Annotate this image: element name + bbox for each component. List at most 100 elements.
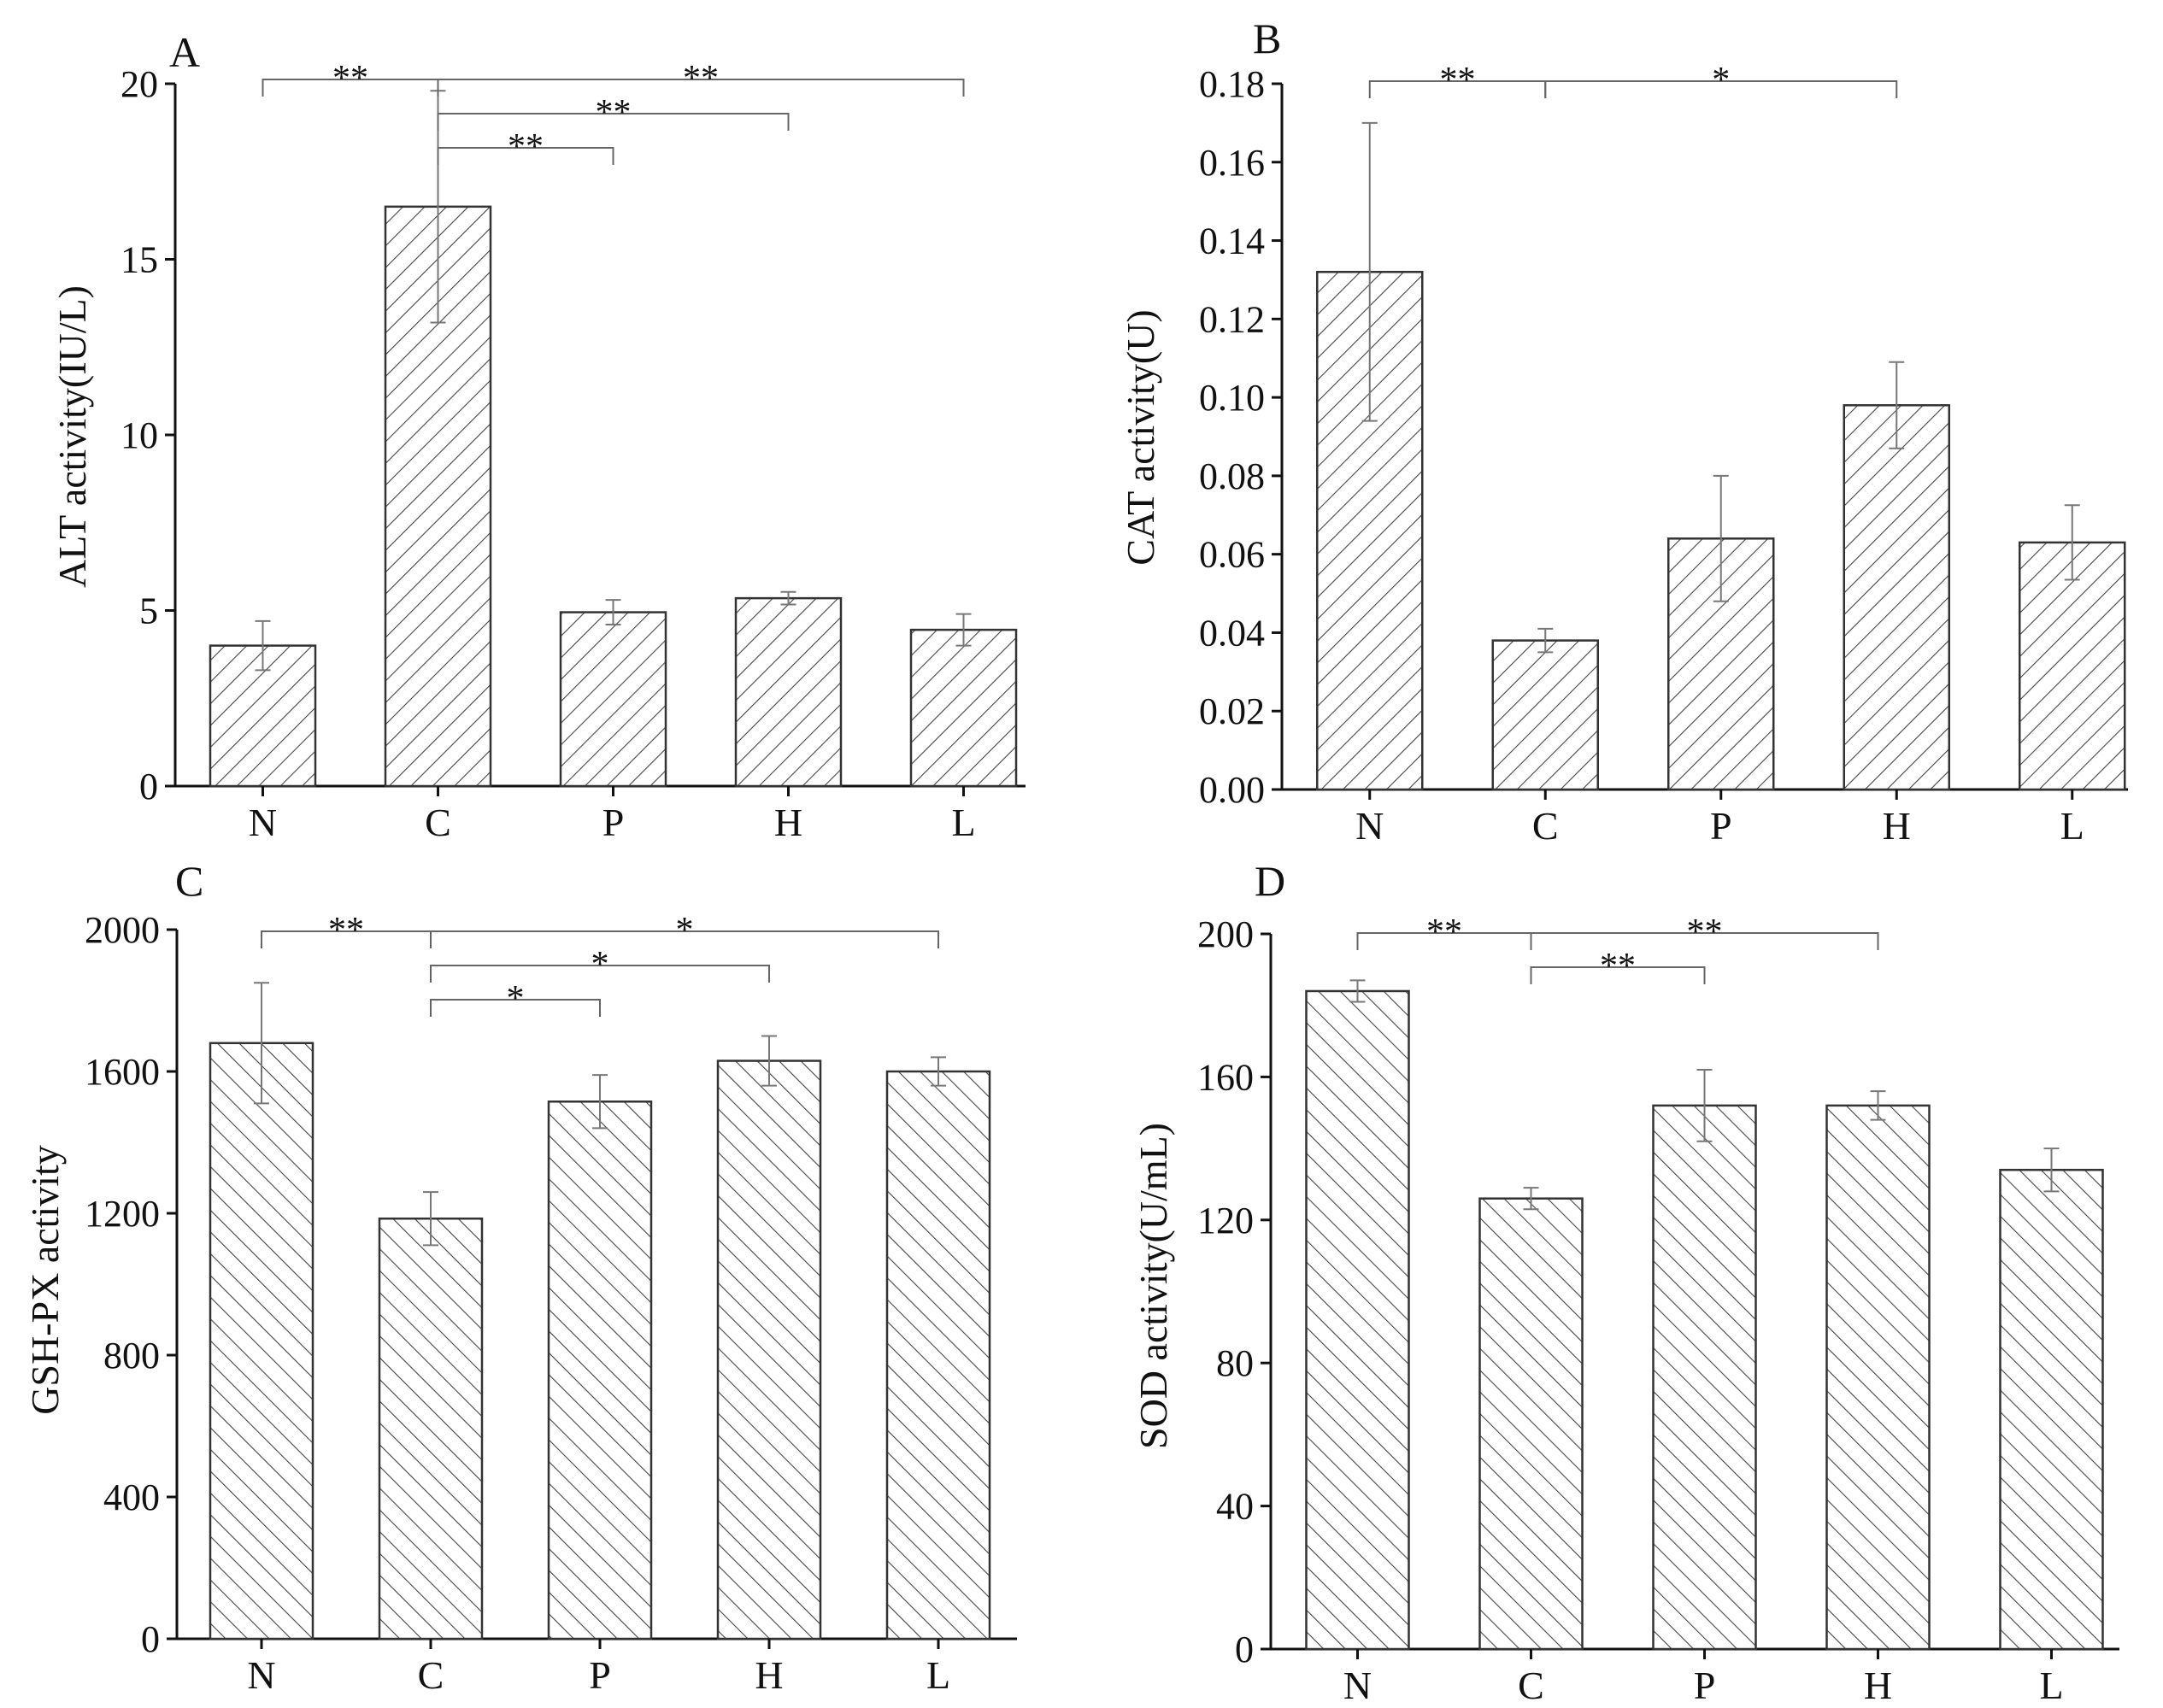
- panel-b-significance-bracket: [1544, 80, 1898, 98]
- panel-a: A ALT activity(IU/L) 0 5 10 15 20 N C P H L ** ** **…: [50, 28, 1026, 844]
- panel-b-y-tick-label: 0.18: [1199, 63, 1265, 105]
- panel-d-significance-bracket: [1530, 932, 1879, 950]
- panel-c-significance-label: **: [328, 911, 364, 950]
- panel-c-y-axis-title: GSH-PX activity: [23, 1145, 67, 1415]
- panel-b-significance-label: **: [1440, 61, 1476, 100]
- panel-a-x-tick-label: P: [602, 801, 625, 844]
- panel-c-bar: [716, 1059, 822, 1641]
- panel-b-y-tick-label: 0.08: [1199, 455, 1265, 497]
- panel-c-x-tick-label: H: [755, 1653, 783, 1697]
- panel-b-y-tick-label: 0.02: [1199, 690, 1265, 732]
- panel-c-bar: [547, 1101, 653, 1641]
- panel-a-x-tick-label: H: [774, 801, 802, 844]
- panel-b-y-tick-label: 0.00: [1199, 769, 1265, 811]
- panel-c-x-tick-label: N: [247, 1653, 275, 1697]
- panel-c-significance-label: *: [591, 945, 609, 984]
- panel-d-bar: [1999, 1168, 2104, 1651]
- panel-b-y-axis-title: CAT activity(U): [1119, 309, 1162, 565]
- panel-d-significance-label: **: [1687, 913, 1723, 952]
- panel-a-y-tick-label: 5: [139, 590, 158, 632]
- panel-b-bar: [2019, 541, 2126, 791]
- panel-d-y-axis-title: SOD activity(U/mL): [1131, 1123, 1175, 1449]
- panel-d-y-tick-label: 0: [1235, 1629, 1254, 1670]
- panel-a-y-tick-label: 10: [120, 414, 158, 456]
- panel-a-significance-label: **: [596, 93, 632, 132]
- panel-d-letter: D: [1255, 857, 1285, 905]
- panel-b-x-tick-label: N: [1355, 804, 1384, 848]
- panel-b-x-tick-label: H: [1883, 804, 1911, 848]
- panel-c: C GSH-PX activity 0 400 800 1200 1600 2000 N C P…: [23, 857, 1017, 1697]
- panel-b-plot: 0.00 0.02 0.04 0.06 0.08 0.10 0.12 0.14 0.16 0.18…: [1199, 61, 2128, 848]
- panel-d-plot: 0 40 80 120 160 200 N C P H L ** ** **: [1197, 913, 2119, 1707]
- panel-a-significance-label: **: [508, 127, 544, 167]
- panel-d-y-tick-label: 160: [1197, 1056, 1254, 1098]
- panel-d-y-tick-label: 120: [1197, 1200, 1254, 1241]
- panel-b-x-tick-label: C: [1532, 804, 1559, 848]
- panel-c-x-tick-label: P: [589, 1653, 611, 1697]
- panel-a-bar: [909, 628, 1018, 788]
- panel-b-bar: [1491, 639, 1599, 791]
- panel-d-x-tick-label: N: [1343, 1664, 1372, 1707]
- panel-a-y-tick-label: 20: [120, 63, 158, 105]
- panel-d-bar: [1478, 1197, 1584, 1651]
- panel-c-y-tick-label: 2000: [85, 909, 160, 951]
- panel-c-bar: [378, 1217, 484, 1641]
- panel-b-letter: B: [1253, 15, 1281, 62]
- panel-a-significance-bracket: [437, 113, 790, 131]
- panel-a-significance-bracket: [437, 147, 614, 165]
- panel-c-y-tick-label: 1200: [85, 1193, 160, 1235]
- panel-c-significance-label: *: [676, 911, 694, 950]
- panel-c-y-tick-label: 800: [103, 1335, 160, 1376]
- panel-a-x-tick-label: C: [425, 801, 451, 844]
- panel-a-plot: 0 5 10 15 20 N C P H L ** ** ** **: [120, 59, 1026, 844]
- panel-c-bar: [885, 1070, 991, 1641]
- panel-c-bar: [209, 1042, 314, 1641]
- panel-b-significance-label: *: [1712, 61, 1730, 100]
- panel-c-significance-bracket: [430, 930, 939, 948]
- panel-d-x-tick-label: C: [1518, 1664, 1544, 1707]
- panel-b-bar: [1843, 404, 1950, 791]
- panel-d: D SOD activity(U/mL) 0 40 80 120 160 200 N C P H L…: [1131, 857, 2119, 1707]
- panel-b-y-tick-label: 0.16: [1199, 142, 1265, 184]
- panel-c-y-tick-label: 0: [141, 1618, 160, 1660]
- panel-a-bar: [734, 596, 843, 788]
- panel-c-letter: C: [175, 857, 203, 905]
- panel-d-bar: [1825, 1104, 1931, 1651]
- panel-d-significance-label: **: [1600, 947, 1636, 986]
- panel-b: B CAT activity(U) 0.000.020.040.060.080.…: [1119, 15, 2128, 848]
- panel-d-significance-label: **: [1426, 913, 1462, 952]
- panel-a-y-tick-label: 0: [139, 766, 158, 807]
- panel-b-x-tick-label: L: [2060, 804, 2084, 848]
- panel-c-x-tick-label: C: [418, 1653, 444, 1697]
- panel-c-y-tick-label: 1600: [85, 1051, 160, 1093]
- panel-a-letter: A: [169, 28, 200, 76]
- panel-b-x-tick-label: P: [1710, 804, 1732, 848]
- panel-a-x-tick-label: N: [249, 801, 277, 844]
- panel-b-y-tick-label: 0.04: [1199, 612, 1265, 654]
- panel-d-y-tick-label: 80: [1216, 1342, 1254, 1384]
- panel-b-y-tick-label: 0.12: [1199, 298, 1265, 340]
- panel-d-x-tick-label: P: [1694, 1664, 1716, 1707]
- panel-a-bar: [559, 611, 667, 788]
- panel-d-y-tick-label: 200: [1197, 913, 1254, 955]
- panel-a-y-tick-label: 15: [120, 239, 158, 281]
- panel-d-bar: [1652, 1104, 1757, 1651]
- panel-b-y-tick-label: 0.14: [1199, 220, 1265, 262]
- panel-a-significance-label: **: [332, 59, 368, 98]
- panel-c-y-tick-label: 400: [103, 1476, 160, 1518]
- panel-a-significance-label: **: [683, 59, 719, 98]
- panel-c-significance-bracket: [430, 965, 770, 983]
- panel-d-x-tick-label: L: [2039, 1664, 2063, 1707]
- panel-c-x-tick-label: L: [926, 1653, 950, 1697]
- panel-c-significance-label: *: [507, 979, 525, 1018]
- panel-d-bar: [1305, 989, 1410, 1651]
- panel-c-significance-bracket: [430, 999, 601, 1017]
- panel-a-y-axis-title: ALT activity(IU/L): [50, 285, 94, 588]
- panel-d-y-tick-label: 40: [1216, 1486, 1254, 1528]
- panel-b-y-tick-label: 0.10: [1199, 377, 1265, 419]
- panel-a-x-tick-label: L: [951, 801, 975, 844]
- panel-d-x-tick-label: H: [1864, 1664, 1892, 1707]
- panel-b-y-tick-label: 0.06: [1199, 534, 1265, 576]
